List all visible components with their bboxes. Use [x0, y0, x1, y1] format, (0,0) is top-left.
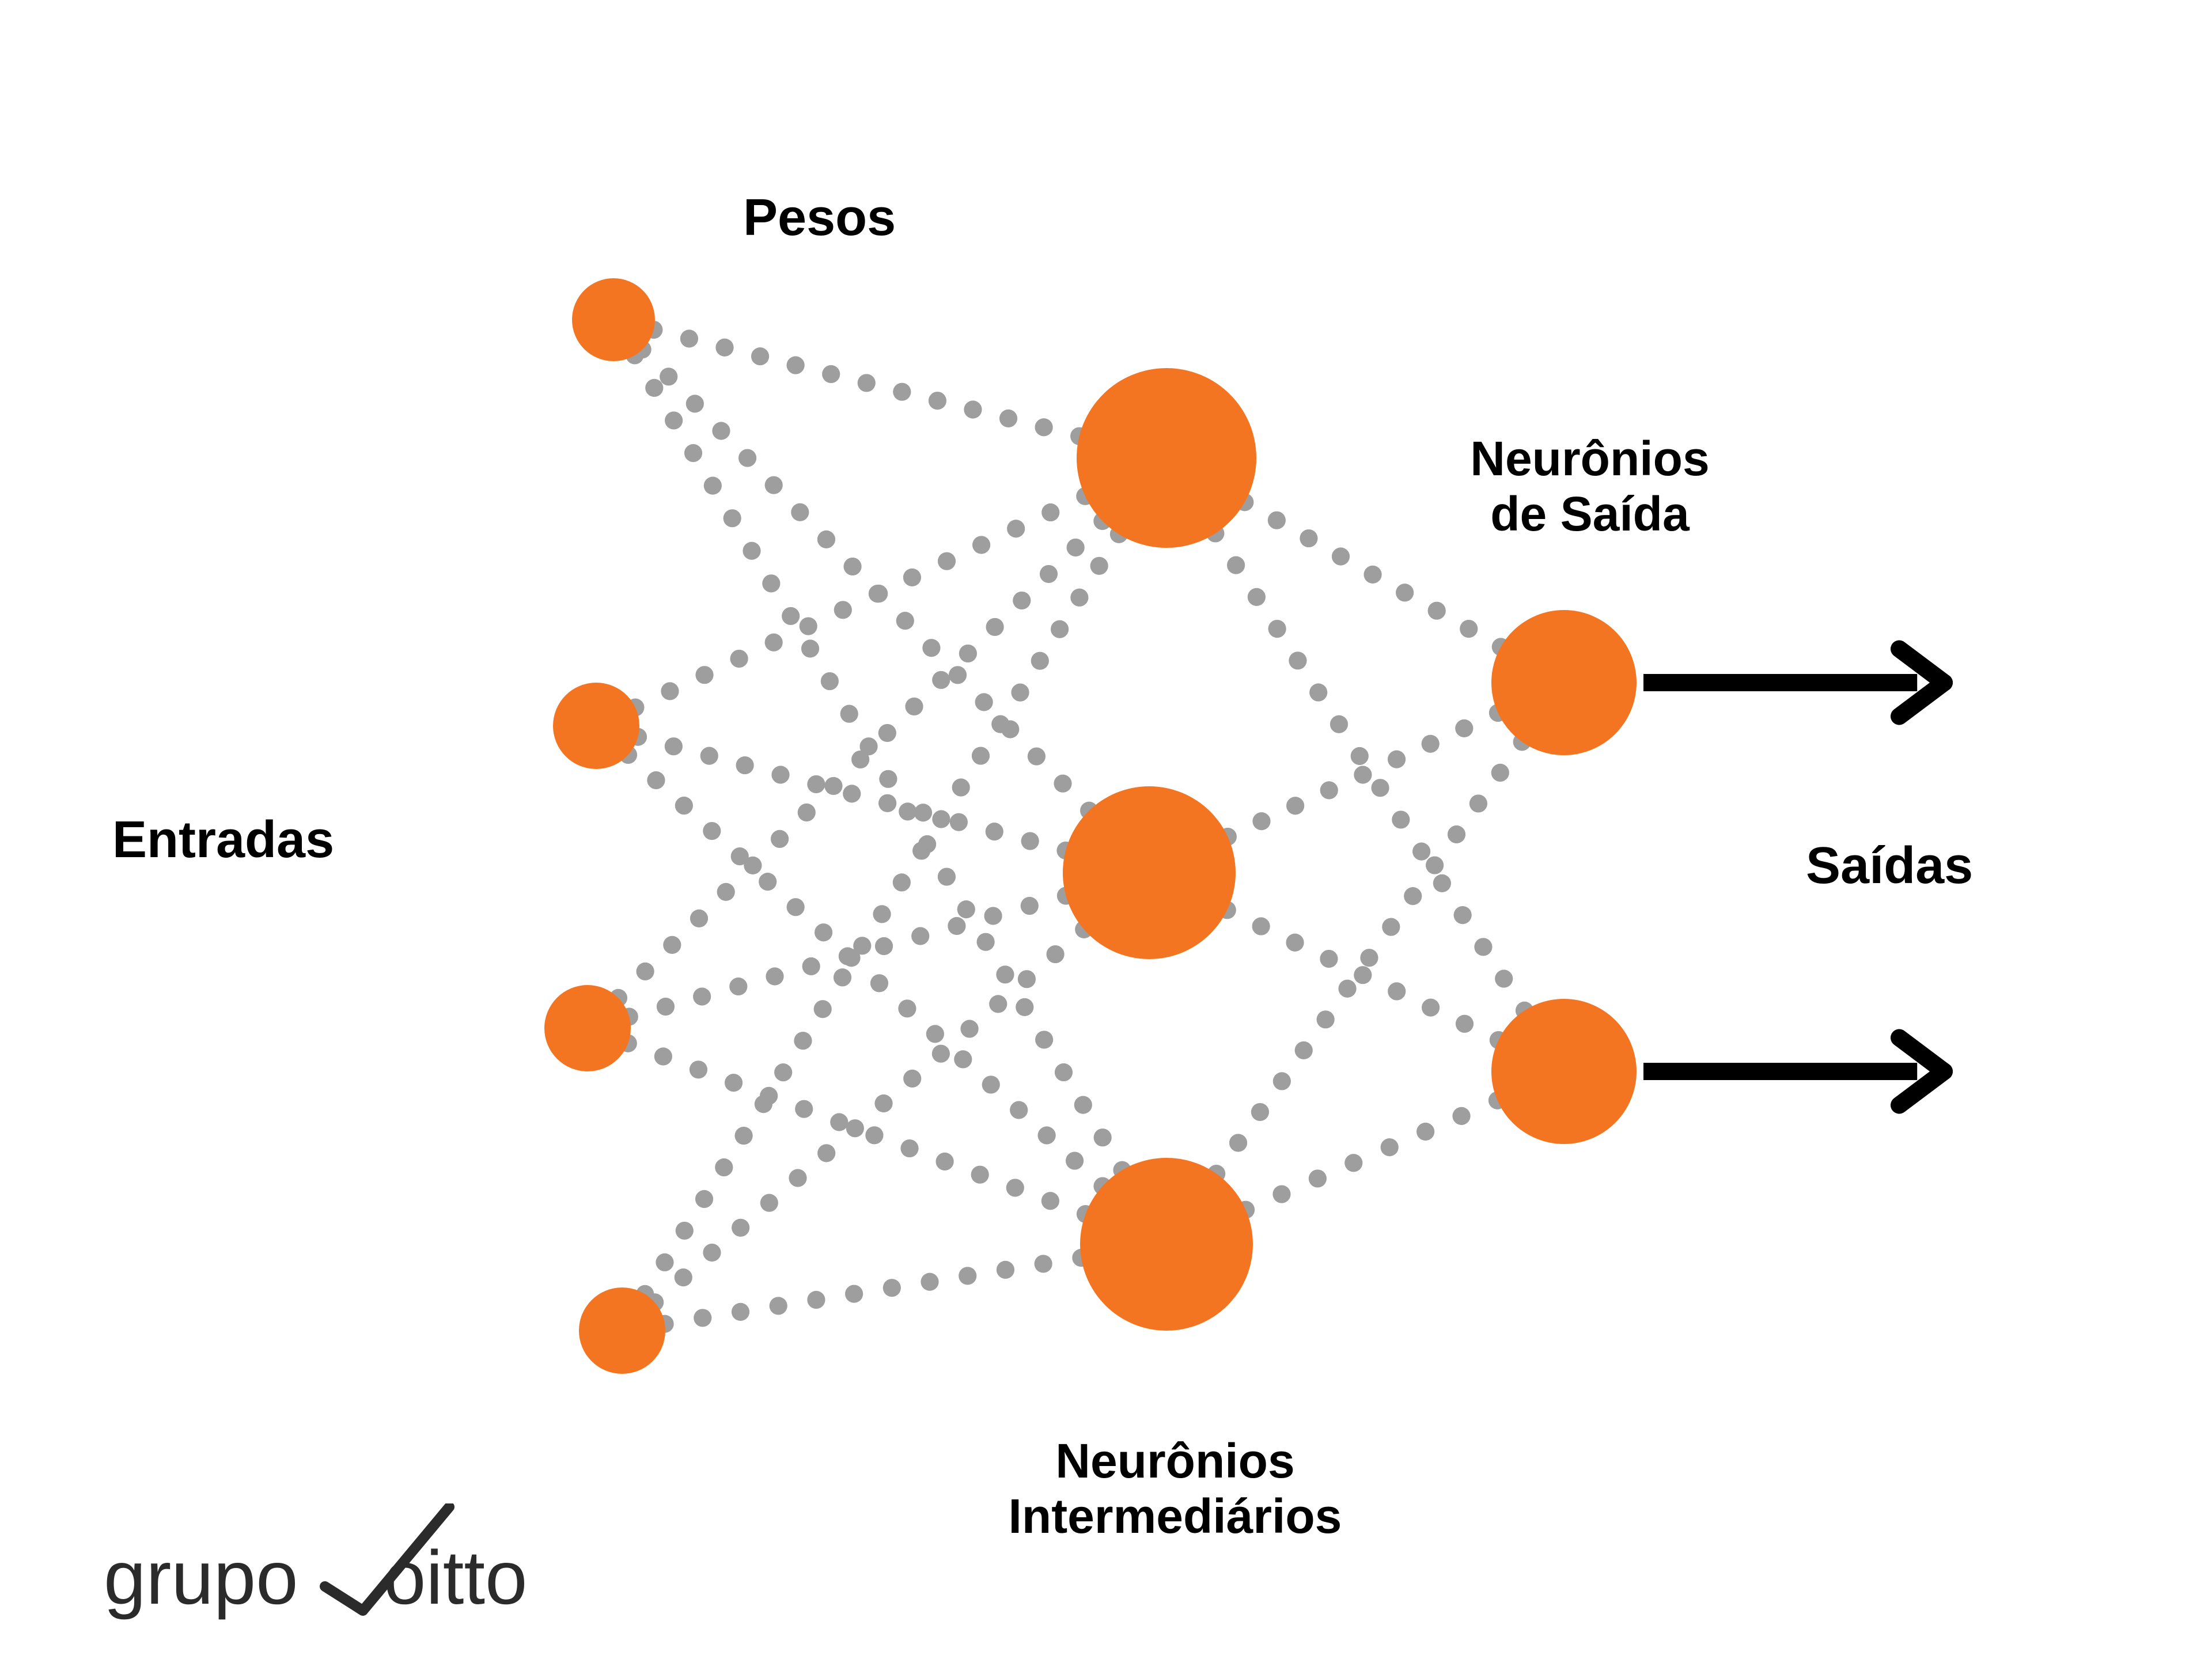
- label-neuronios-intermediarios: Neurônios Intermediários: [933, 1434, 1417, 1546]
- label-entradas: Entradas: [112, 812, 334, 872]
- edge-dots: [646, 921, 1093, 1312]
- edge-dots: [629, 728, 1075, 859]
- neuron-node: [1063, 786, 1236, 959]
- neuron-node: [1491, 999, 1637, 1144]
- neuron-node: [544, 985, 631, 1071]
- label-neuronios-saida: Neurônios de Saída: [1417, 432, 1763, 543]
- edge-dots: [1207, 733, 1531, 1183]
- label-neuronios-saida-l2: de Saída: [1490, 488, 1690, 541]
- logo-text-grupo: grupo: [104, 1535, 298, 1620]
- edge-dots: [656, 1249, 1090, 1333]
- edge-dots: [619, 746, 1112, 1195]
- label-neuronios-saida-l1: Neurônios: [1470, 432, 1709, 486]
- label-pesos: Pesos: [743, 190, 896, 250]
- edge-dots: [1237, 1092, 1506, 1219]
- label-saidas: Saídas: [1806, 838, 1973, 898]
- neuron-node: [572, 278, 655, 361]
- edge-dots: [645, 321, 1088, 445]
- label-neuronios-inter-l2: Intermediários: [1009, 1490, 1342, 1544]
- edge-dots: [626, 346, 1131, 1179]
- neuron-node: [1080, 1158, 1253, 1331]
- neuron-node: [553, 683, 639, 769]
- output-arrow: [1643, 649, 1944, 717]
- neuron-node: [579, 1287, 665, 1374]
- edge-dots: [636, 525, 1128, 1303]
- neuron-node: [1077, 368, 1256, 548]
- logo-text-oitto: oitto: [384, 1535, 528, 1620]
- edge-dots: [1219, 704, 1507, 846]
- output-arrow: [1643, 1038, 1944, 1105]
- neuron-node: [1491, 610, 1637, 755]
- brand-logo: grupo oitto: [104, 1503, 691, 1642]
- label-neuronios-inter-l1: Neurônios: [1055, 1434, 1294, 1488]
